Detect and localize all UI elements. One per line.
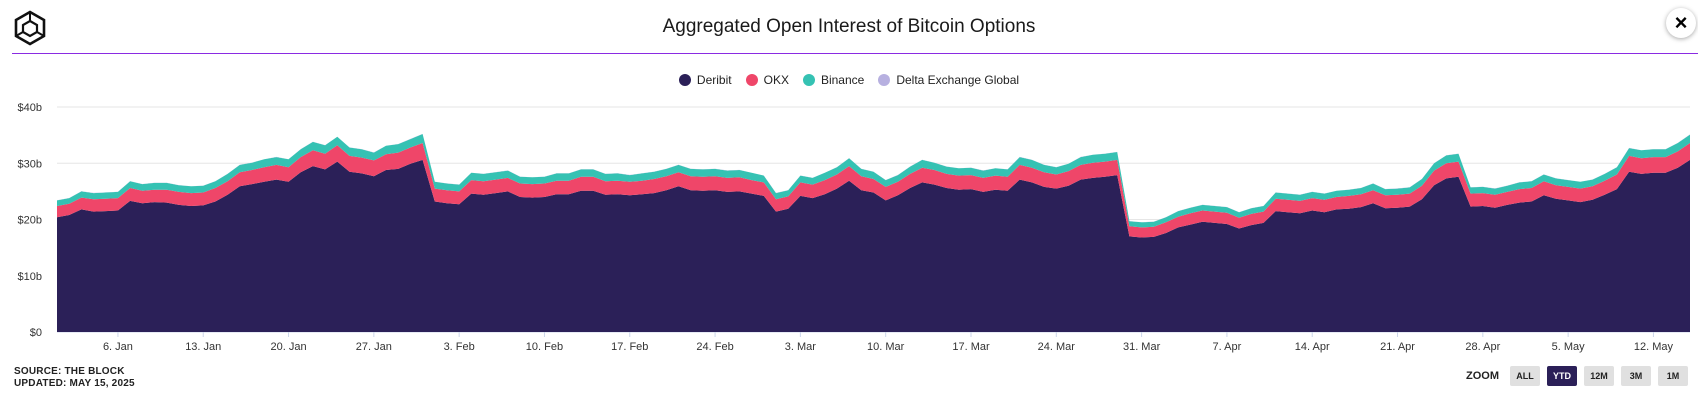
- x-tick-label: 24. Mar: [1038, 341, 1076, 353]
- x-tick-label: 17. Feb: [611, 341, 648, 353]
- x-tick-label: 14. Apr: [1295, 341, 1330, 353]
- y-tick-label: $10b: [18, 271, 42, 283]
- x-tick-label: 21. Apr: [1380, 341, 1415, 353]
- legend-dot-delta: [878, 74, 891, 86]
- x-tick-label: 10. Mar: [867, 341, 905, 353]
- legend-item-okx[interactable]: OKX: [745, 73, 789, 87]
- legend-label-deribit: Deribit: [696, 73, 732, 87]
- legend-dot-deribit: [678, 74, 691, 86]
- legend-dot-okx: [745, 74, 758, 86]
- zoom-controls: ZOOM ALL YTD 12M 3M 1M: [1466, 366, 1688, 386]
- source-note: SOURCE: THE BLOCK UPDATED: MAY 15, 2025: [14, 366, 135, 390]
- series-area-deribit: [57, 159, 1690, 332]
- legend-label-binance: Binance: [820, 73, 865, 87]
- close-button[interactable]: ×: [1666, 8, 1696, 38]
- y-tick-label: $20b: [18, 215, 42, 227]
- y-tick-label: $0: [30, 327, 42, 339]
- x-tick-label: 5. May: [1552, 341, 1586, 353]
- source-text: SOURCE: THE BLOCK: [14, 366, 125, 377]
- x-tick-label: 7. Apr: [1213, 341, 1242, 353]
- x-tick-label: 12. May: [1634, 341, 1674, 353]
- the-block-logo-icon: [14, 10, 46, 46]
- x-tick-label: 13. Jan: [185, 341, 221, 353]
- x-tick-label: 17. Mar: [952, 341, 990, 353]
- x-tick-label: 24. Feb: [696, 341, 733, 353]
- x-tick-label: 3. Feb: [444, 341, 475, 353]
- x-tick-label: 31. Mar: [1123, 341, 1161, 353]
- legend-item-deribit[interactable]: Deribit: [678, 73, 732, 87]
- legend-dot-binance: [802, 74, 815, 86]
- y-tick-label: $40b: [18, 102, 42, 114]
- chart-title: Aggregated Open Interest of Bitcoin Opti…: [662, 16, 1036, 37]
- x-tick-label: 6. Jan: [103, 341, 133, 353]
- legend-item-binance[interactable]: Binance: [802, 73, 865, 87]
- open-interest-chart: $0 $10b $20b $30b $40b 6. Jan 13. Jan 20. Jan 2…: [18, 102, 1690, 353]
- chart-legend: Deribit OKX Binance Delta Exchange Globa…: [0, 73, 1698, 87]
- zoom-3m-button[interactable]: 3M: [1621, 366, 1651, 386]
- series-area-okx: [57, 143, 1690, 238]
- y-tick-label: $30b: [18, 158, 42, 170]
- legend-label-delta: Delta Exchange Global: [896, 73, 1020, 87]
- updated-text: UPDATED: MAY 15, 2025: [14, 378, 135, 389]
- x-axis: 6. Jan 13. Jan 20. Jan 27. Jan 3. Feb 10. Feb…: [103, 332, 1674, 353]
- zoom-all-button[interactable]: ALL: [1510, 366, 1540, 386]
- y-axis: $0 $10b $20b $30b $40b: [18, 102, 42, 339]
- zoom-ytd-button[interactable]: YTD: [1547, 366, 1577, 386]
- x-tick-label: 28. Apr: [1465, 341, 1500, 353]
- zoom-1m-button[interactable]: 1M: [1658, 366, 1688, 386]
- x-tick-label: 27. Jan: [356, 341, 392, 353]
- zoom-12m-button[interactable]: 12M: [1584, 366, 1614, 386]
- legend-label-okx: OKX: [763, 73, 789, 87]
- x-tick-label: 10. Feb: [526, 341, 563, 353]
- chart-areas: [57, 133, 1690, 332]
- header-divider: [12, 53, 1698, 54]
- x-tick-label: 3. Mar: [785, 341, 817, 353]
- zoom-label: ZOOM: [1466, 370, 1499, 382]
- x-tick-label: 20. Jan: [270, 341, 306, 353]
- legend-item-delta[interactable]: Delta Exchange Global: [878, 73, 1019, 87]
